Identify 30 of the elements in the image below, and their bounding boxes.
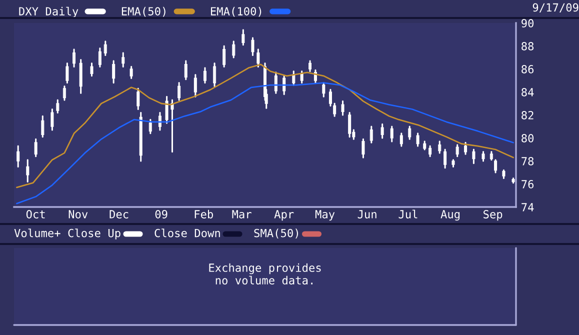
- x-tick-label: Mar: [232, 210, 252, 218]
- y-tick-label: 88: [522, 42, 534, 50]
- y-tick-label: 78: [522, 157, 534, 166]
- y-tick-label: 76: [522, 180, 534, 188]
- legend-label: DXY Daily: [19, 6, 78, 18]
- x-tick-label: Jun: [358, 210, 376, 218]
- x-tick-label: Nov: [68, 210, 88, 218]
- legend-label: EMA(50): [122, 6, 166, 17]
- text: Exchange provides no volume data.: [209, 263, 321, 285]
- line-series: [16, 82, 514, 204]
- y-tick-label: 80: [522, 134, 534, 142]
- text: Volume+ Close Up: [14, 228, 120, 240]
- y-tick-label: 86: [522, 65, 534, 74]
- text: 9/17/09: [532, 3, 578, 13]
- x-tick-label: Jul: [398, 210, 418, 218]
- x-tick-label: Sep: [484, 210, 502, 221]
- text: SMA(50): [254, 228, 298, 239]
- y-tick-label: 82: [522, 111, 534, 120]
- legend-label: EMA(100): [210, 6, 262, 17]
- x-tick-label: Aug: [440, 210, 460, 221]
- x-tick-label: Apr: [274, 210, 294, 221]
- y-tick-label: 74: [522, 203, 534, 212]
- x-tick-label: Feb: [194, 210, 213, 218]
- x-tick-label: Dec: [110, 210, 128, 218]
- text: Close Down: [154, 228, 220, 238]
- x-tick-label: 09: [155, 210, 168, 218]
- x-tick-label: May: [315, 210, 335, 221]
- y-tick-label: 90: [522, 19, 534, 28]
- x-tick-label: Oct: [26, 210, 45, 218]
- y-tick-label: 84: [522, 88, 534, 96]
